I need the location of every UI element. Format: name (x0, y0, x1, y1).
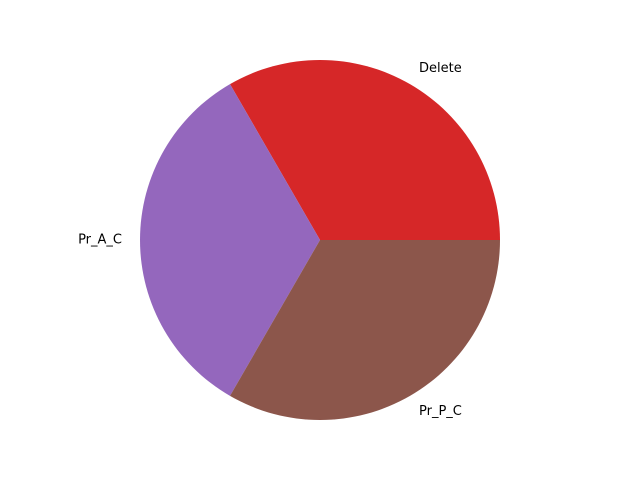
pie-label-pr-a-c: Pr_A_C (78, 233, 122, 248)
pie-slices (140, 60, 500, 420)
pie-label-pr-p-c: Pr_P_C (419, 404, 462, 419)
pie-label-delete: Delete (419, 61, 462, 76)
